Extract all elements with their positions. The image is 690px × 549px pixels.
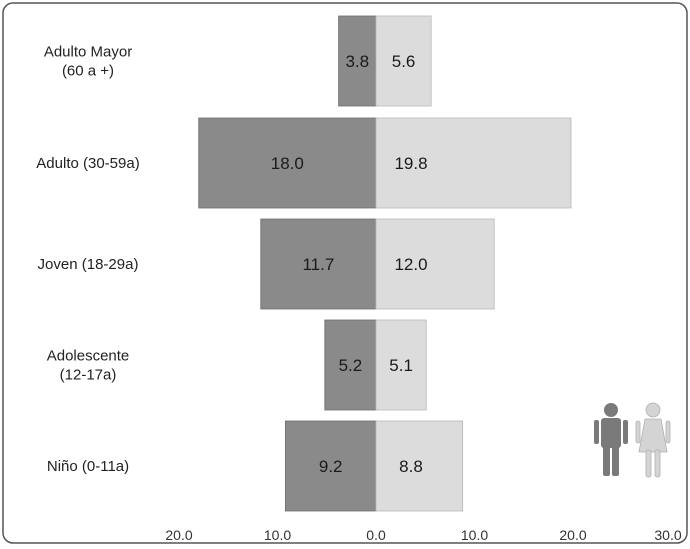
x-tick-label: 20.0 (165, 527, 192, 543)
category-labels: Adulto Mayor (60 a +) Adulto (30-59a) Joven… (36, 44, 139, 476)
value-labels: 3.8 5.6 18.0 19.8 11.7 12.0 5.2 5.1 9.2 8.8 (271, 52, 428, 476)
value-label-left: 18.0 (271, 154, 304, 173)
bar-right-4 (375, 420, 464, 512)
category-label: Adulto Mayor (44, 44, 132, 61)
bar-right-2 (375, 218, 495, 310)
value-label-left: 9.2 (319, 457, 343, 476)
man-icon (594, 403, 628, 476)
x-axis-ticks: 20.0 10.0 0.0 10.0 20.0 30.0 (165, 527, 681, 543)
x-tick-label: 10.0 (264, 527, 291, 543)
value-label-right: 8.8 (399, 457, 423, 476)
bar-left-2 (260, 218, 377, 310)
bar-right-3 (375, 319, 427, 411)
value-label-right: 19.8 (394, 154, 427, 173)
category-label: Adolescente (47, 348, 130, 365)
bar-right-1 (375, 117, 572, 209)
value-label-left: 3.8 (345, 52, 369, 71)
x-tick-label: 0.0 (366, 527, 386, 543)
x-tick-label: 20.0 (559, 527, 586, 543)
category-label: Joven (18-29a) (38, 256, 139, 273)
value-label-right: 5.1 (389, 356, 413, 375)
x-tick-label: 10.0 (461, 527, 488, 543)
value-label-right: 12.0 (394, 255, 427, 274)
value-label-left: 5.2 (339, 356, 363, 375)
category-label: Adulto (30-59a) (36, 155, 139, 172)
value-label-right: 5.6 (392, 52, 416, 71)
value-label-left: 11.7 (302, 255, 334, 274)
x-tick-label: 30.0 (654, 527, 681, 543)
category-label: Niño (0-11a) (47, 458, 129, 475)
woman-icon (635, 402, 671, 478)
category-label: (12-17a) (60, 367, 117, 384)
bars-layer (198, 15, 572, 512)
legend (594, 402, 671, 478)
bar-left-4 (284, 420, 377, 512)
bar-left-3 (324, 319, 377, 411)
bar-left-1 (198, 117, 377, 209)
bar-left-0 (338, 15, 377, 107)
bar-right-0 (375, 15, 432, 107)
category-label: (60 a +) (62, 63, 114, 80)
